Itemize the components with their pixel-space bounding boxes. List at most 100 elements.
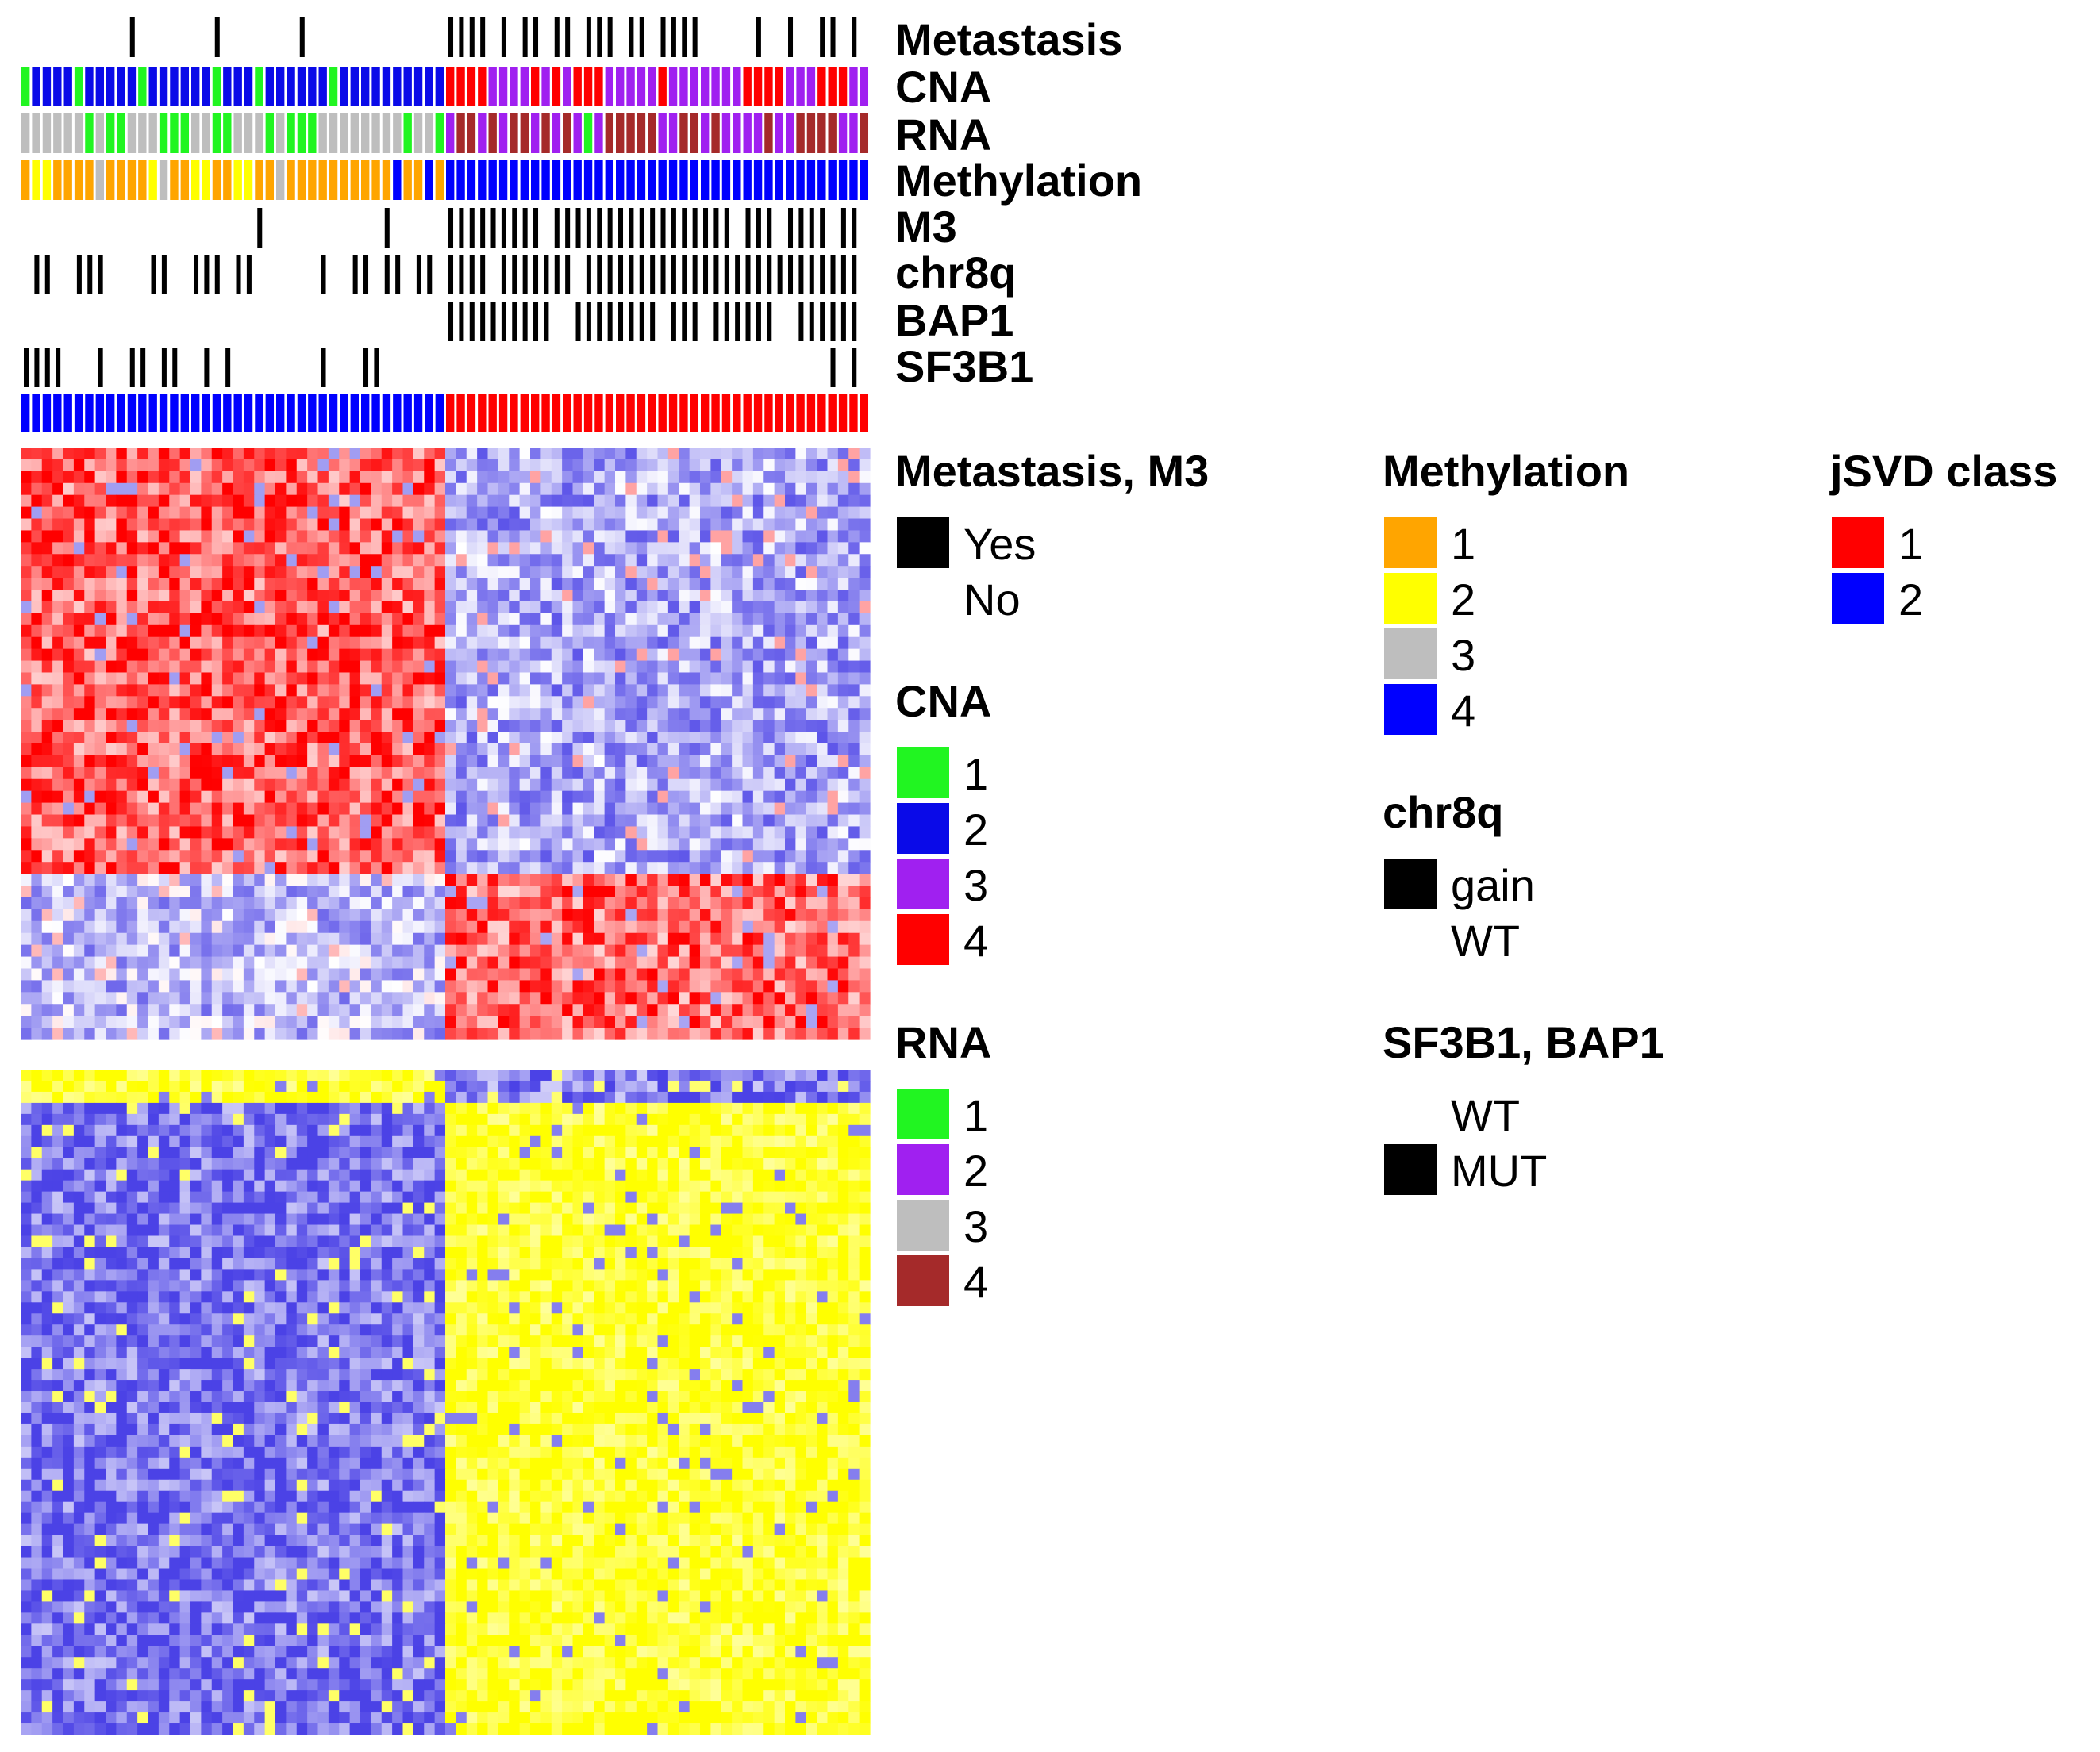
- track-chr8q-cell: [352, 255, 358, 294]
- heatmap-upper-cell: [540, 826, 552, 839]
- heatmap-upper-cell: [785, 743, 796, 756]
- heatmap-upper-cell: [434, 1004, 446, 1016]
- heatmap-upper-cell: [817, 802, 829, 816]
- heatmap-upper-cell: [254, 601, 266, 614]
- heatmap-upper-cell: [296, 743, 308, 756]
- heatmap-upper-cell: [211, 897, 223, 910]
- heatmap-upper-cell: [540, 874, 552, 886]
- heatmap-upper-cell: [540, 850, 552, 863]
- heatmap-upper-cell: [519, 684, 531, 697]
- heatmap-upper-cell: [763, 897, 775, 910]
- track-jsvd-cell: [721, 394, 731, 432]
- heatmap-upper-cell: [530, 590, 541, 602]
- heatmap-upper-cell: [530, 732, 541, 744]
- heatmap-upper-cell: [392, 566, 404, 578]
- heatmap-upper-cell: [689, 897, 701, 910]
- heatmap-lower-cell: [201, 1135, 213, 1148]
- heatmap-upper-cell: [116, 886, 128, 898]
- heatmap-upper-cell: [445, 897, 456, 910]
- heatmap-upper-cell: [817, 459, 829, 472]
- heatmap-upper-cell: [371, 980, 383, 993]
- heatmap-upper-cell: [126, 459, 138, 472]
- heatmap-upper-cell: [583, 992, 594, 1005]
- heatmap-upper-cell: [402, 743, 414, 756]
- heatmap-upper-cell: [190, 920, 202, 934]
- heatmap-upper-cell: [307, 909, 319, 922]
- heatmap-upper-cell: [848, 862, 860, 874]
- track-rna-cell: [626, 113, 635, 153]
- heatmap-upper-cell: [848, 1016, 860, 1028]
- track-methylation-cell: [276, 160, 285, 200]
- heatmap-upper-cell: [371, 506, 383, 520]
- heatmap-upper-cell: [371, 554, 383, 567]
- heatmap-upper-cell: [689, 956, 701, 970]
- heatmap-upper-cell: [763, 838, 775, 851]
- heatmap-upper-cell: [201, 578, 213, 590]
- heatmap-upper-cell: [604, 886, 616, 898]
- heatmap-upper-cell: [179, 850, 191, 863]
- heatmap-upper-cell: [402, 732, 414, 744]
- heatmap-upper-cell: [275, 660, 287, 674]
- heatmap-upper-cell: [700, 790, 711, 804]
- track-chr8q-cell: [788, 255, 794, 294]
- heatmap-upper-cell: [328, 506, 340, 520]
- heatmap-upper-cell: [349, 471, 361, 484]
- heatmap-lower-cell: [763, 1113, 775, 1126]
- heatmap-upper-cell: [296, 778, 308, 792]
- heatmap-upper-cell: [381, 601, 393, 614]
- track-rna-cell: [743, 113, 752, 153]
- heatmap-upper-cell: [73, 696, 85, 709]
- heatmap-upper-cell: [859, 968, 871, 981]
- heatmap-upper-cell: [785, 672, 796, 685]
- heatmap-upper-cell: [264, 684, 276, 697]
- heatmap-upper-cell: [487, 506, 499, 520]
- track-cna-cell: [180, 67, 190, 106]
- heatmap-upper-cell: [106, 506, 117, 520]
- heatmap-upper-cell: [827, 624, 839, 638]
- heatmap-lower-cell: [827, 1124, 839, 1137]
- heatmap-upper-cell: [381, 862, 393, 874]
- heatmap-upper-cell: [254, 684, 266, 697]
- heatmap-upper-cell: [572, 578, 584, 590]
- heatmap-upper-cell: [243, 506, 255, 520]
- heatmap-upper-cell: [519, 944, 531, 958]
- heatmap-upper-cell: [752, 482, 764, 496]
- heatmap-upper-cell: [317, 624, 329, 638]
- heatmap-upper-cell: [795, 684, 807, 697]
- heatmap-upper-cell: [286, 838, 298, 851]
- heatmap-upper-cell: [679, 1016, 690, 1028]
- heatmap-upper-cell: [562, 732, 574, 744]
- heatmap-upper-cell: [530, 992, 541, 1005]
- heatmap-upper-cell: [63, 1028, 75, 1040]
- heatmap-lower-cell: [148, 1080, 160, 1093]
- track-rna-cell: [594, 113, 603, 153]
- heatmap-upper-cell: [360, 755, 371, 768]
- heatmap-upper-cell: [572, 790, 584, 804]
- track-jsvd-cell: [127, 394, 137, 432]
- heatmap-upper-cell: [360, 459, 371, 472]
- heatmap-upper-cell: [509, 448, 521, 460]
- track-methylation-cell: [435, 160, 444, 200]
- heatmap-lower-cell: [519, 1091, 531, 1104]
- heatmap-upper-cell: [710, 518, 722, 532]
- heatmap-upper-cell: [52, 518, 64, 532]
- heatmap-upper-cell: [339, 518, 351, 532]
- heatmap-upper-cell: [689, 992, 701, 1005]
- heatmap-upper-cell: [817, 944, 829, 958]
- heatmap-upper-cell: [243, 542, 255, 555]
- heatmap-upper-cell: [594, 838, 606, 851]
- track-chr8q-cell: [459, 255, 464, 294]
- heatmap-upper-cell: [700, 578, 711, 590]
- heatmap-upper-cell: [487, 1028, 499, 1040]
- heatmap-upper-cell: [360, 897, 371, 910]
- heatmap-lower-cell: [604, 1091, 616, 1104]
- heatmap-lower-cell: [540, 1102, 552, 1115]
- heatmap-upper-cell: [392, 1028, 404, 1040]
- heatmap-upper-cell: [275, 814, 287, 828]
- heatmap-upper-cell: [158, 992, 170, 1005]
- heatmap-upper-cell: [424, 1028, 436, 1040]
- heatmap-upper-cell: [41, 826, 53, 839]
- heatmap-upper-cell: [859, 720, 871, 732]
- heatmap-upper-cell: [594, 909, 606, 922]
- heatmap-upper-cell: [848, 909, 860, 922]
